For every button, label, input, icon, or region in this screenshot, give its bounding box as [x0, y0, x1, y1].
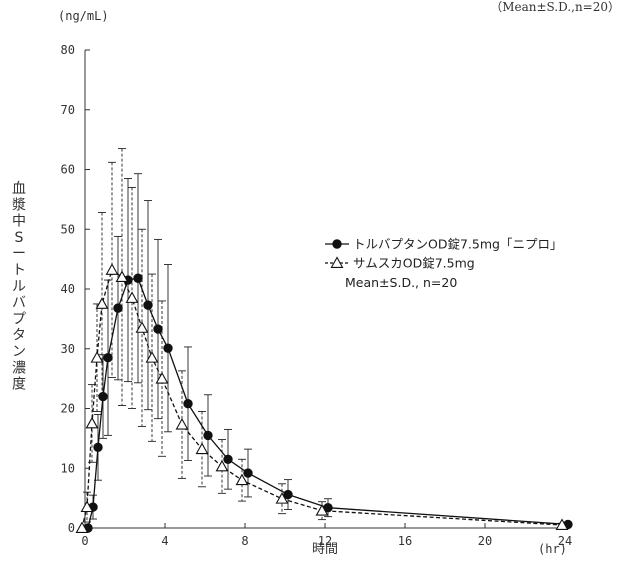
y-tick-label: 70: [61, 103, 75, 117]
series-1: [83, 273, 573, 533]
data-point: [283, 489, 293, 500]
x-tick-label: 16: [398, 534, 412, 548]
y-axis-label-char: バ: [12, 295, 26, 311]
data-point: [75, 521, 89, 533]
data-point: [332, 239, 342, 249]
y-axis-label-char: S: [15, 230, 24, 246]
series-layer: [75, 148, 573, 533]
y-axis-label-char: 中: [12, 214, 26, 230]
data-point: [330, 256, 344, 268]
data-point: [90, 351, 104, 363]
data-point: [80, 500, 94, 513]
y-axis-label-char: ト: [12, 263, 26, 279]
axes: 0 10 20 30 40 50 60 70 80 0 4 8 12 16 20 24: [61, 43, 573, 548]
y-tick-label: 60: [61, 163, 75, 177]
y-axis-label-char: 血: [12, 181, 26, 197]
data-point: [113, 303, 123, 313]
series-1-error-bars: [89, 173, 572, 527]
y-axis-label-char: 濃: [12, 360, 26, 376]
y-tick-label: 50: [61, 222, 75, 236]
data-point: [145, 351, 159, 363]
y-axis-label-char: タ: [12, 328, 26, 344]
data-point: [125, 291, 139, 303]
x-axis-unit: (hr): [538, 542, 567, 556]
y-tick-label: 0: [68, 521, 75, 535]
data-point: [95, 297, 109, 309]
x-tick-label: 4: [161, 534, 168, 548]
y-axis-label-char: 度: [12, 377, 26, 393]
x-tick-label: 8: [241, 534, 248, 548]
x-tick-label: 12: [318, 534, 332, 548]
legend-stats-note: Mean±S.D., n=20: [345, 275, 457, 290]
data-point: [135, 321, 149, 333]
data-point: [195, 442, 209, 455]
data-point: [143, 300, 153, 310]
data-point: [203, 430, 213, 441]
data-point: [133, 273, 143, 283]
data-point: [235, 473, 249, 486]
y-axis-label-char: 漿: [12, 197, 26, 213]
legend: トルバプタンOD錠7.5mg「ニプロ」サムスカOD錠7.5mg Mean±S.D.…: [325, 237, 562, 290]
x-axis-label: 時間: [312, 542, 338, 557]
x-tick-label: 0: [81, 534, 88, 548]
y-axis-label-char: ー: [12, 246, 26, 262]
legend-label: サムスカOD錠7.5mg: [353, 256, 475, 271]
data-point: [155, 371, 169, 384]
data-point: [98, 391, 108, 402]
y-tick-label: 30: [61, 342, 75, 356]
series-2: [75, 263, 569, 533]
data-point: [315, 504, 329, 516]
data-point: [103, 353, 113, 363]
chart-top-note: （Mean±S.D.,n=20）: [490, 0, 620, 14]
data-point: [223, 454, 233, 464]
data-point: [243, 468, 253, 478]
data-point: [275, 492, 289, 504]
legend-label: トルバプタンOD錠7.5mg「ニプロ」: [353, 237, 562, 252]
y-axis-label-char: ル: [12, 279, 26, 295]
series-line: [81, 268, 563, 529]
data-point: [115, 270, 129, 283]
series-2-error-bars: [83, 148, 566, 528]
y-tick-label: 80: [61, 43, 75, 57]
x-tick-label: 20: [478, 534, 492, 548]
data-point: [215, 459, 229, 472]
y-tick-label: 40: [61, 282, 75, 296]
y-axis-unit: (ng/mL): [58, 9, 109, 23]
y-tick-label: 20: [61, 402, 75, 416]
data-point: [105, 263, 119, 275]
data-point: [93, 442, 103, 453]
data-point: [183, 399, 193, 409]
y-tick-label: 10: [61, 461, 75, 475]
data-point: [555, 518, 569, 530]
data-point: [85, 416, 99, 429]
y-axis-label-char: ン: [12, 344, 26, 360]
y-axis-label-char: プ: [12, 311, 26, 327]
x-tick-label: 24: [558, 534, 572, 548]
series-line: [87, 277, 569, 529]
data-point: [175, 417, 189, 430]
data-point: [163, 343, 173, 353]
data-point: [153, 324, 163, 334]
